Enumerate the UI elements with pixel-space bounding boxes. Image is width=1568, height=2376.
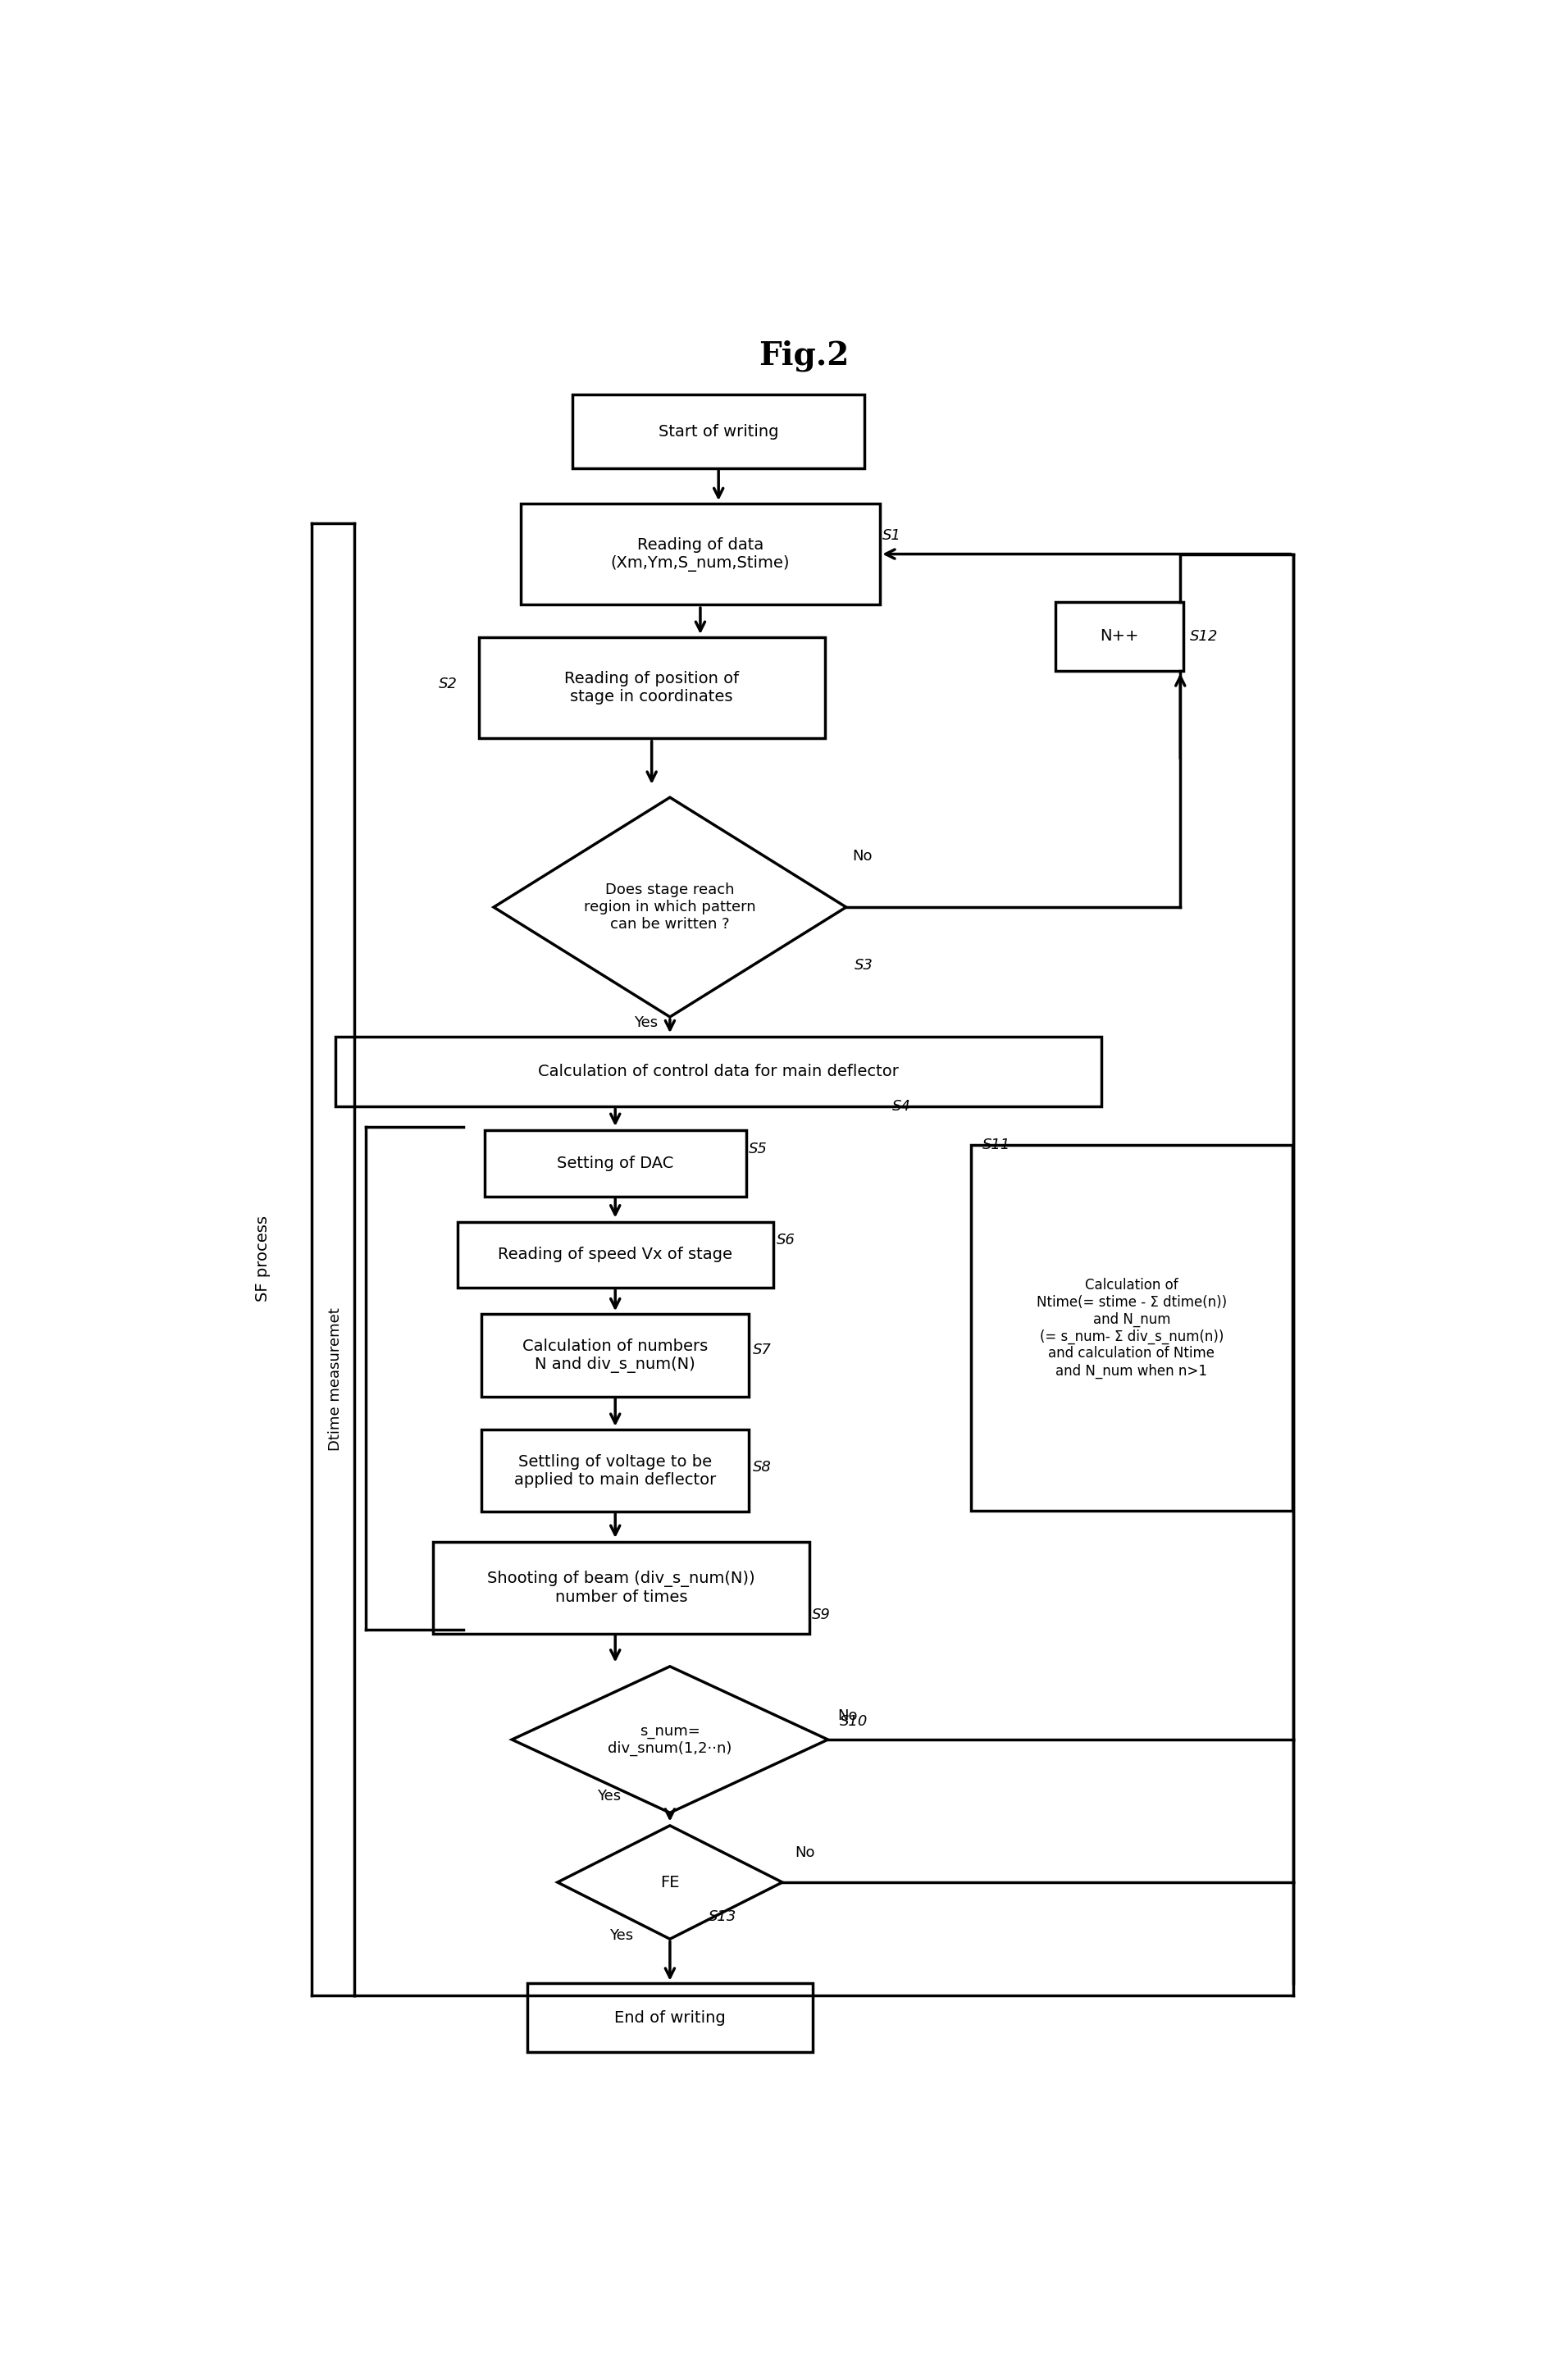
Bar — [336, 1036, 1101, 1107]
Text: S3: S3 — [855, 958, 873, 974]
Bar — [458, 1221, 773, 1288]
Text: Yes: Yes — [610, 1927, 633, 1944]
Text: Shooting of beam (div_s_num(N))
number of times: Shooting of beam (div_s_num(N)) number o… — [488, 1571, 756, 1604]
Text: No: No — [853, 848, 872, 862]
Text: Yes: Yes — [597, 1789, 621, 1803]
Text: End of writing: End of writing — [615, 2010, 726, 2024]
Text: Reading of data
(Xm,Ym,S_num,Stime): Reading of data (Xm,Ym,S_num,Stime) — [610, 537, 790, 570]
Text: Dtime measuremet: Dtime measuremet — [328, 1307, 343, 1452]
Text: Start of writing: Start of writing — [659, 423, 779, 440]
Text: Settling of voltage to be
applied to main deflector: Settling of voltage to be applied to mai… — [514, 1454, 717, 1487]
Text: Setting of DAC: Setting of DAC — [557, 1155, 674, 1171]
Text: S1: S1 — [883, 527, 902, 544]
Text: s_num=
div_snum(1,2··n): s_num= div_snum(1,2··n) — [608, 1723, 732, 1756]
Text: S13: S13 — [709, 1910, 737, 1925]
Text: S4: S4 — [892, 1100, 911, 1114]
Text: S12: S12 — [1190, 630, 1218, 644]
Text: Calculation of control data for main deflector: Calculation of control data for main def… — [538, 1064, 898, 1079]
Text: Reading of speed Vx of stage: Reading of speed Vx of stage — [499, 1247, 732, 1262]
Text: No: No — [837, 1708, 858, 1723]
Bar — [521, 504, 880, 604]
Polygon shape — [511, 1666, 828, 1813]
Text: S6: S6 — [776, 1233, 795, 1247]
Text: S2: S2 — [439, 677, 458, 691]
Text: FE: FE — [660, 1875, 679, 1889]
Bar — [527, 1984, 812, 2053]
Bar — [478, 637, 825, 739]
Text: SF process: SF process — [256, 1217, 271, 1302]
Text: S9: S9 — [812, 1609, 831, 1623]
Bar — [485, 1131, 746, 1195]
Text: Fig.2: Fig.2 — [759, 340, 848, 371]
Polygon shape — [558, 1825, 782, 1939]
Text: Reading of position of
stage in coordinates: Reading of position of stage in coordina… — [564, 670, 739, 703]
Text: N++: N++ — [1101, 630, 1138, 644]
Polygon shape — [494, 798, 847, 1017]
Text: No: No — [795, 1846, 815, 1860]
Text: S11: S11 — [982, 1138, 1010, 1152]
Text: Calculation of numbers
N and div_s_num(N): Calculation of numbers N and div_s_num(N… — [522, 1338, 709, 1373]
Bar — [1055, 601, 1184, 670]
Text: S7: S7 — [753, 1342, 771, 1357]
Bar — [572, 394, 864, 468]
Text: Does stage reach
region in which pattern
can be written ?: Does stage reach region in which pattern… — [583, 884, 756, 931]
Text: S10: S10 — [840, 1713, 869, 1730]
Bar — [481, 1314, 750, 1397]
Text: Yes: Yes — [633, 1015, 657, 1029]
Text: Calculation of
Ntime(= stime - Σ dtime(n))
and N_num
(= s_num- Σ div_s_num(n))
a: Calculation of Ntime(= stime - Σ dtime(n… — [1036, 1278, 1226, 1378]
Bar — [433, 1542, 809, 1632]
Text: S5: S5 — [750, 1140, 768, 1157]
Bar — [481, 1430, 750, 1511]
Bar — [971, 1145, 1292, 1511]
Text: S8: S8 — [753, 1459, 771, 1475]
